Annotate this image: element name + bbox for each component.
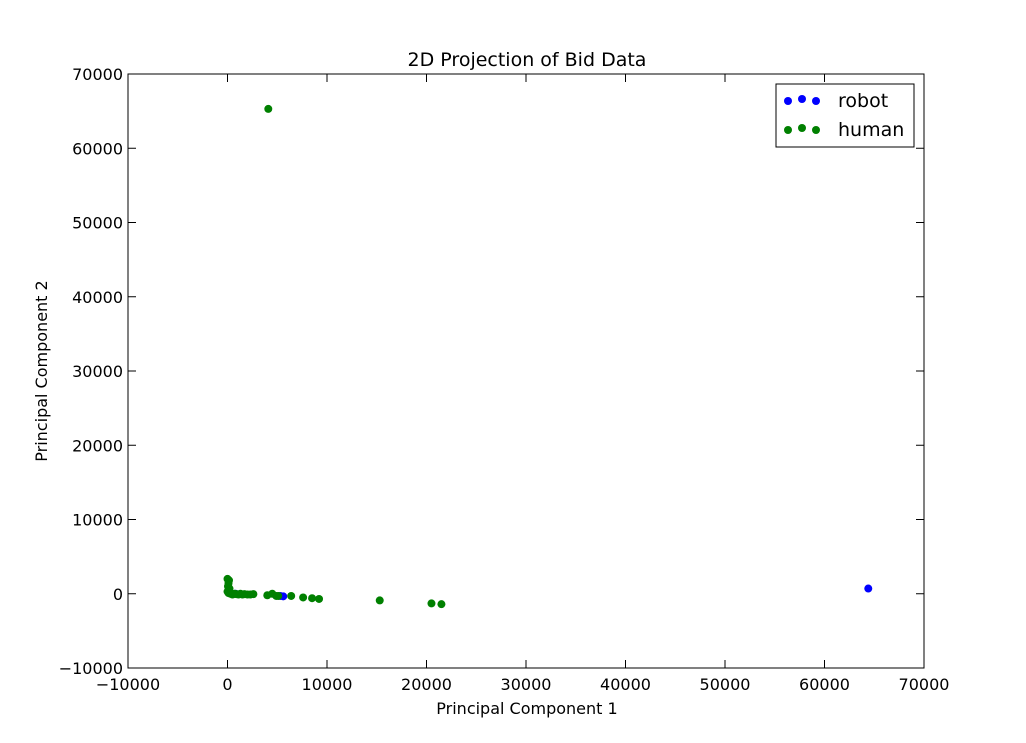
- y-tick-label: 60000: [72, 139, 123, 158]
- x-tick-label: 10000: [302, 675, 353, 694]
- x-tick-label: −10000: [96, 675, 160, 694]
- legend-label-human: human: [838, 119, 904, 141]
- legend-marker-human: [784, 126, 792, 134]
- y-tick-label: −10000: [59, 659, 123, 678]
- y-axis: −10000 0 10000 20000 30000 40000 50000 60000 700…: [59, 65, 924, 678]
- human-point: [264, 104, 273, 113]
- human-point: [427, 599, 436, 608]
- x-tick-label: 0: [222, 675, 232, 694]
- legend-marker-human: [798, 124, 806, 132]
- legend-marker-human: [812, 126, 820, 134]
- robot-point: [864, 584, 873, 593]
- human-point: [437, 600, 446, 609]
- chart-title: 2D Projection of Bid Data: [408, 49, 647, 71]
- y-tick-label: 30000: [72, 362, 123, 381]
- x-tick-label: 40000: [600, 675, 651, 694]
- human-point: [315, 594, 324, 603]
- x-tick-label: 70000: [899, 675, 950, 694]
- y-tick-label: 40000: [72, 288, 123, 307]
- legend-marker-robot: [812, 97, 820, 105]
- human-point: [287, 591, 296, 600]
- y-tick-label: 10000: [72, 511, 123, 530]
- y-tick-label: 50000: [72, 214, 123, 233]
- x-axis-title: Principal Component 1: [436, 699, 617, 718]
- x-axis: −10000 0 10000 20000 30000 40000 50000 60000 700…: [96, 74, 950, 694]
- human-point: [274, 591, 283, 600]
- data-points: [223, 104, 873, 609]
- legend-box: [775, 83, 915, 148]
- plot-frame: [127, 73, 925, 669]
- y-tick-label: 20000: [72, 436, 123, 455]
- plot-area: [127, 73, 925, 669]
- human-point: [249, 590, 258, 599]
- human-point: [299, 593, 308, 602]
- y-tick-label: 0: [113, 585, 123, 604]
- legend: robot human: [775, 83, 915, 148]
- x-tick-label: 60000: [799, 675, 850, 694]
- legend-marker-robot: [784, 97, 792, 105]
- human-point: [375, 596, 384, 605]
- y-axis-title: Principal Component 2: [32, 280, 51, 461]
- x-tick-label: 50000: [700, 675, 751, 694]
- y-tick-label: 70000: [72, 65, 123, 84]
- x-tick-label: 30000: [501, 675, 552, 694]
- x-tick-label: 20000: [401, 675, 452, 694]
- legend-marker-robot: [798, 95, 806, 103]
- legend-label-robot: robot: [838, 90, 888, 112]
- human-point: [308, 594, 317, 603]
